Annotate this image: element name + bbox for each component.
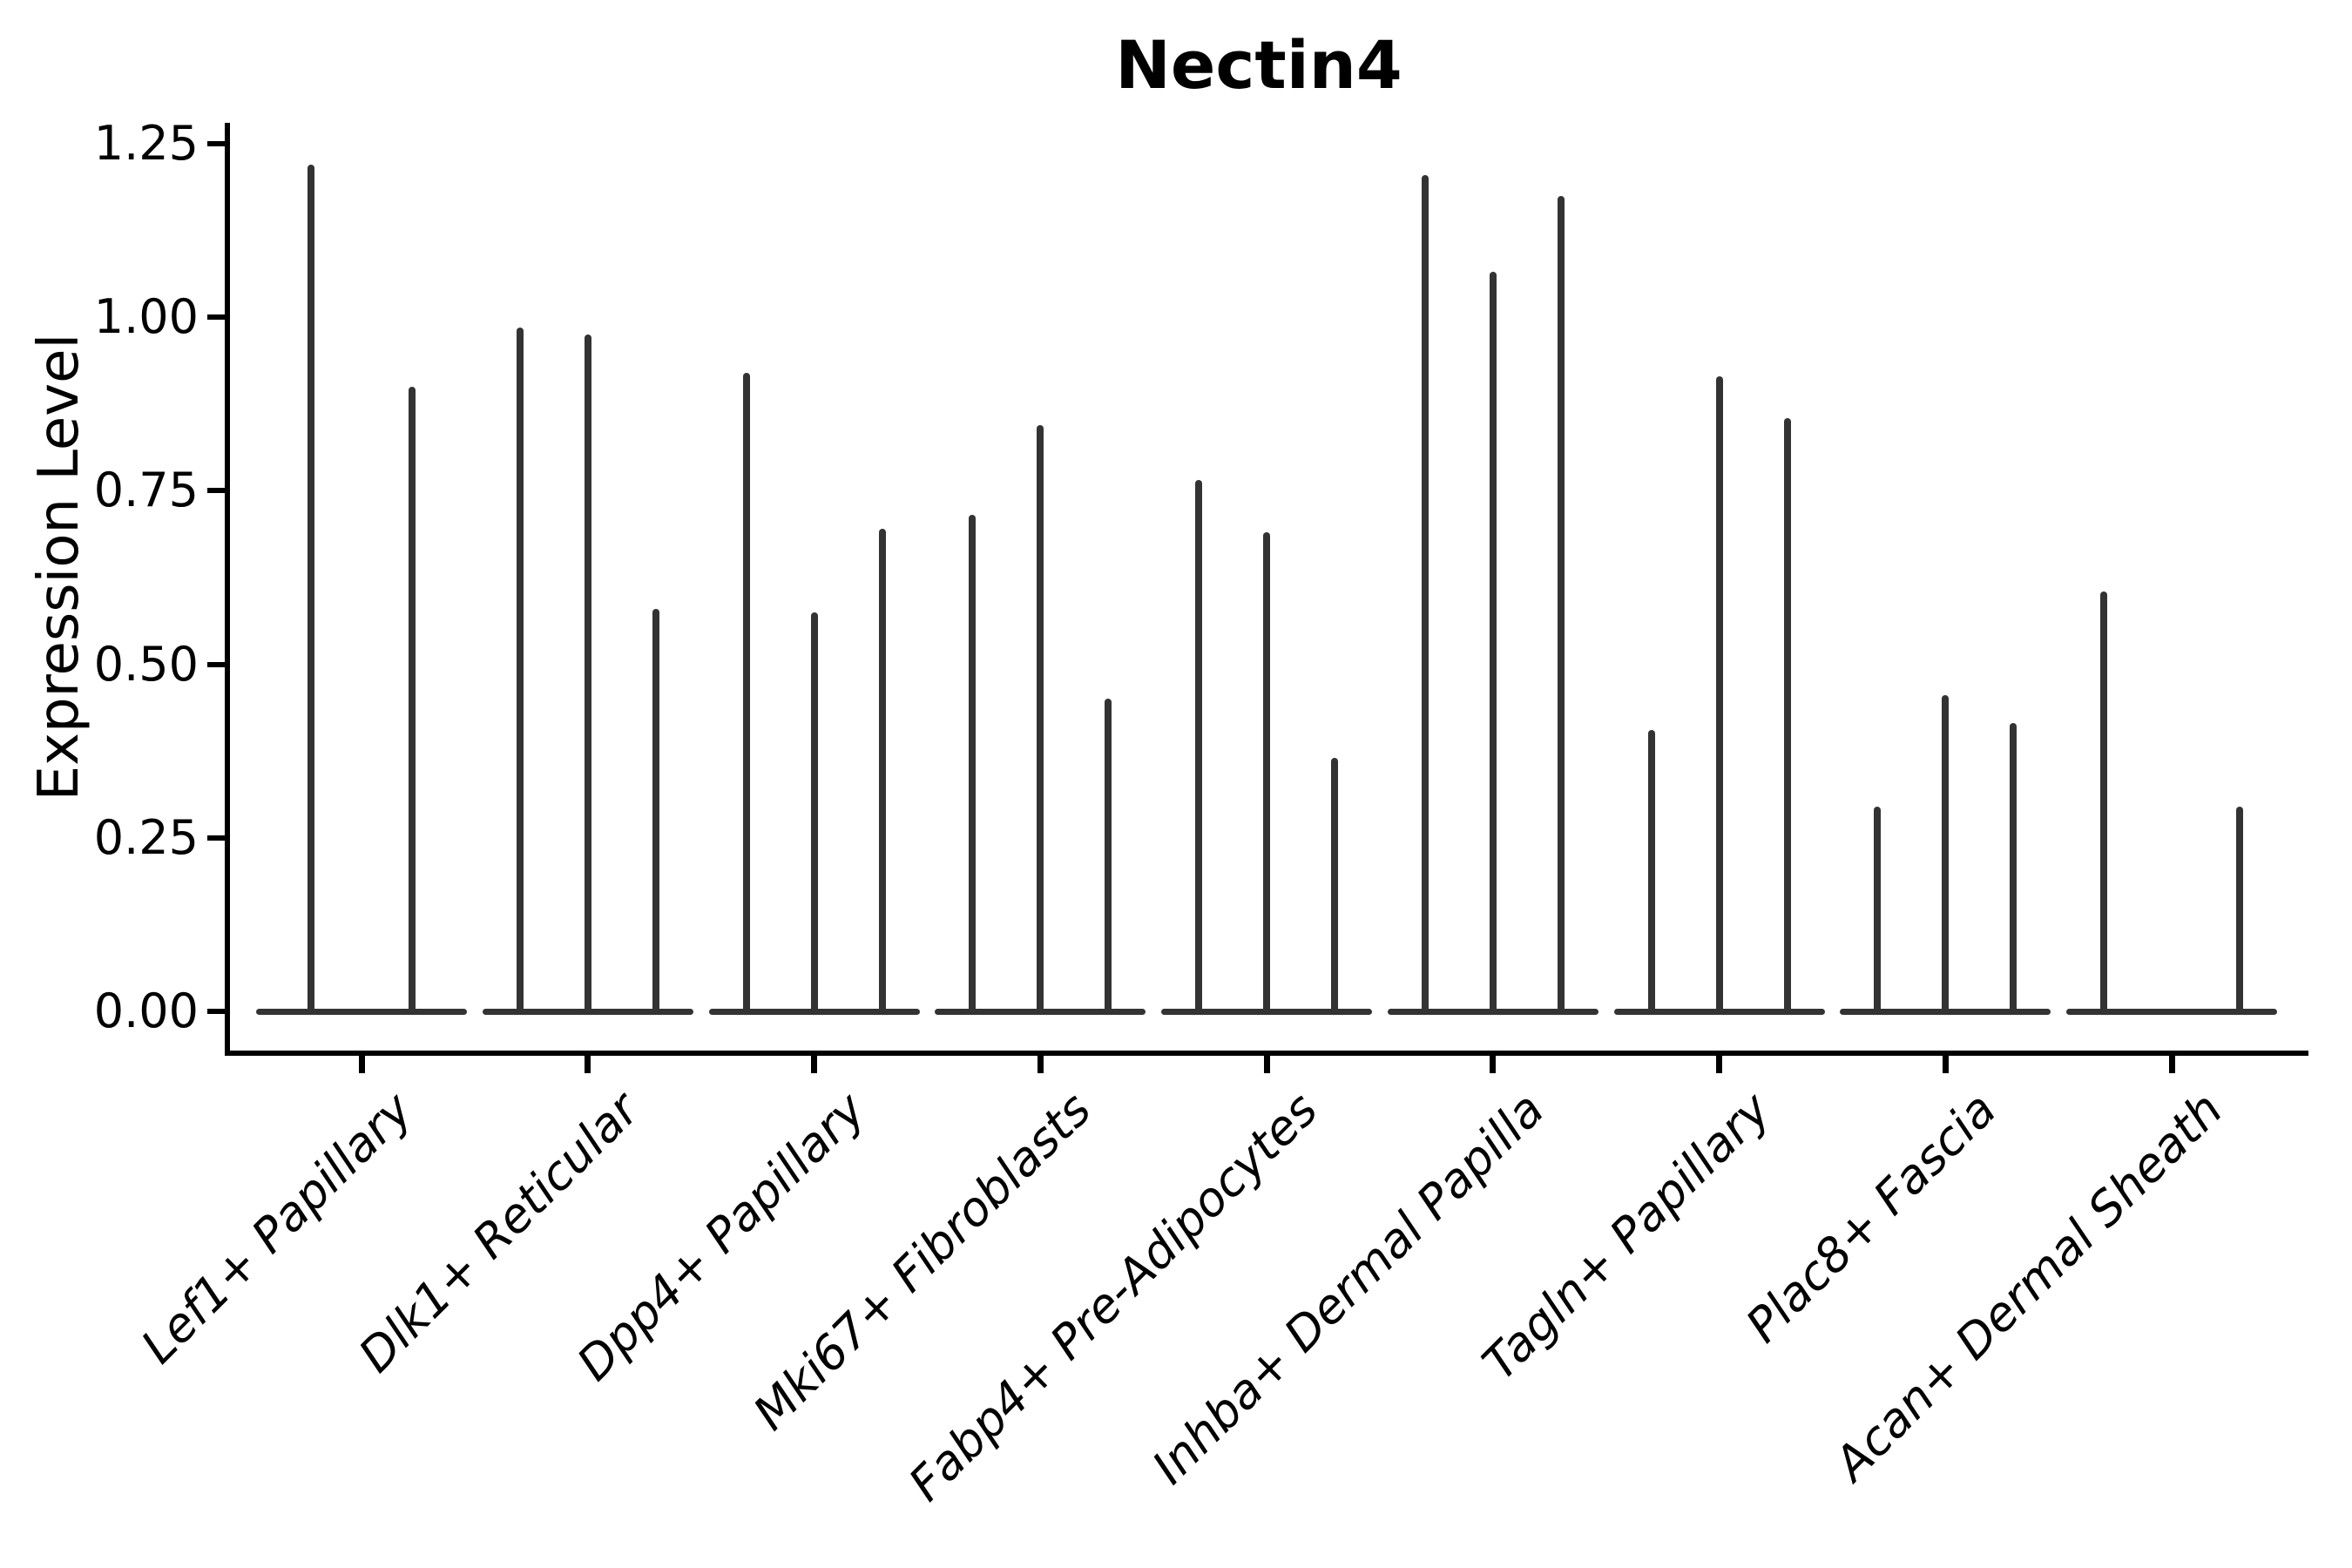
y-tick-label: 0.50 [93,636,199,692]
violin-spike [810,612,818,1013]
violin-spike [1647,730,1655,1013]
violin-spike [1195,480,1202,1013]
x-tick-label: Dlk1+ Reticular [348,1081,650,1383]
x-tick-label: Inhba+ Dermal Papilla [1141,1081,1555,1495]
violin-spike [1715,375,1723,1013]
y-tick-label: 1.25 [93,116,199,171]
violin-spike [652,608,659,1013]
violin-zero-baseline [2066,1008,2277,1015]
x-axis-spine [225,1051,2308,1056]
x-tick-label: Tagln+ Papillary [1471,1081,1781,1391]
y-tick-mark [207,661,225,667]
y-tick-mark [207,1009,225,1014]
y-tick-label: 0.75 [93,463,199,518]
x-tick-mark [585,1056,591,1073]
violin-spike [1489,272,1497,1013]
y-tick-mark [207,141,225,146]
x-tick-mark [811,1056,817,1073]
y-tick-label: 0.25 [93,809,199,865]
x-tick-label: Acan+ Dermal Sheath [1823,1081,2234,1491]
x-tick-mark [1942,1056,1949,1073]
y-tick-mark [207,488,225,494]
violin-spike [1421,174,1429,1013]
x-tick-label: Lef1+ Papillary [131,1081,423,1375]
chart-title: Nectin4 [1115,26,1402,104]
x-tick-label: Fabp4+ Pre-Adipocytes [898,1081,1328,1512]
violin-spike [742,372,750,1013]
violin-spike [584,335,591,1013]
violin-spike [1105,699,1112,1013]
violin-spike [1783,417,1791,1013]
violin-spike [308,164,314,1013]
x-tick-label: Dpp4+ Papillary [565,1081,875,1391]
x-tick-label: Plac8+ Fascia [1735,1081,2007,1354]
x-tick-mark [1037,1056,1044,1073]
violin-zero-baseline [256,1008,467,1015]
violin-spike [1557,195,1565,1013]
violin-spike [2100,591,2107,1013]
violin-spike [2236,806,2243,1013]
y-tick-mark [207,314,225,321]
x-tick-label: Mki67+ Fibroblasts [742,1081,1102,1441]
violin-spike [409,386,416,1013]
violin-spike [516,328,524,1013]
x-tick-mark [2168,1056,2175,1073]
y-tick-mark [207,835,225,841]
y-axis-spine [225,123,230,1056]
violin-spike [969,515,977,1013]
y-tick-label: 1.00 [93,289,199,345]
violin-spike [2010,723,2017,1013]
x-tick-mark [1716,1056,1722,1073]
violin-spike [878,529,886,1013]
violin-spike [1263,532,1270,1013]
violin-spike [1874,806,1882,1013]
x-tick-mark [1263,1056,1270,1073]
violin-spike [1942,695,1950,1013]
y-axis-label: Expression Level [27,333,91,801]
x-tick-mark [358,1056,365,1073]
violin-spike [1037,424,1044,1013]
y-tick-label: 0.00 [93,983,199,1038]
violin-spike [1331,758,1338,1013]
x-tick-mark [1490,1056,1497,1073]
